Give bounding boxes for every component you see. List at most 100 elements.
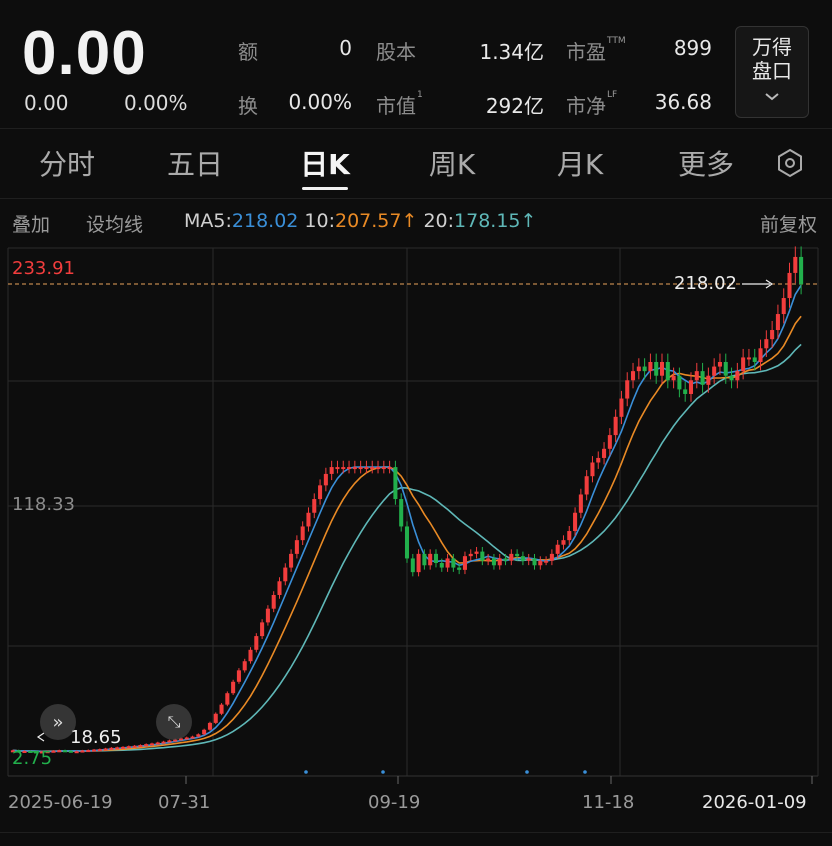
candle-body [555, 544, 560, 554]
candle-body [103, 748, 108, 751]
tab-more[interactable]: 更多 [677, 148, 734, 181]
candle-body [688, 380, 694, 394]
candle-body [242, 661, 247, 671]
candle-body [758, 348, 763, 363]
wande-orderbook-button[interactable]: 万得 盘口 [735, 26, 809, 118]
candle-body [63, 750, 68, 753]
candle-body [370, 467, 375, 470]
settings-icon[interactable] [773, 146, 807, 180]
candle-body [723, 362, 728, 376]
event-dot-0 [304, 770, 308, 774]
candle-body [526, 558, 531, 561]
candle-body [578, 494, 583, 513]
candle-body [254, 636, 259, 650]
candle-body [57, 750, 62, 753]
candle-body [793, 256, 798, 273]
active-tab-indicator [302, 187, 348, 190]
candle-body [283, 567, 288, 582]
candle-body [654, 362, 659, 376]
candle-body [16, 750, 21, 753]
market-cap-value: 292亿 [485, 94, 544, 118]
candle-body [335, 467, 340, 470]
last-price: 0.00 [22, 19, 147, 88]
candle-body [323, 473, 328, 486]
bottom-divider [0, 832, 832, 833]
candle-body [196, 734, 201, 737]
candle-body [219, 704, 224, 714]
candle-body [404, 526, 410, 559]
candle-body [544, 560, 549, 563]
candle-body [34, 751, 39, 754]
candle-body [573, 512, 578, 532]
amount-label: 额 [238, 40, 258, 64]
candle-body [642, 366, 647, 372]
candle-body [39, 751, 44, 754]
header-divider [0, 128, 832, 129]
market-cap-label: 市值1 [376, 90, 423, 118]
last-price-arrow-head [765, 279, 774, 289]
pb-ratio-label: 市净LF [566, 90, 618, 118]
tab-monthly-k[interactable]: 月K [556, 148, 604, 181]
candle-body [80, 750, 85, 753]
candle-body [341, 467, 346, 470]
adjustment-toggle[interactable]: 前复权 [760, 214, 818, 236]
candle-body [399, 499, 404, 527]
tab-intraday[interactable]: 分时 [38, 148, 95, 181]
tab-weekly-k[interactable]: 周K [428, 148, 476, 181]
low-price-arrow-head [36, 732, 45, 742]
candle-body [109, 747, 114, 750]
candle-body [381, 467, 386, 470]
candle-body [561, 540, 566, 545]
candle-body [97, 749, 102, 752]
candle-body [410, 558, 415, 573]
share-capital-value: 1.34亿 [479, 40, 544, 64]
candle-body [375, 467, 381, 470]
candle-body [433, 553, 439, 564]
ma20-line [12, 343, 802, 753]
candle-body [683, 389, 688, 394]
candle-body [92, 749, 97, 752]
pe-ratio-value: 899 [673, 36, 712, 60]
candle-body [729, 375, 734, 381]
candle-body [717, 362, 722, 367]
candle-body [86, 750, 91, 753]
chart-overlays [36, 279, 774, 742]
candle-body [677, 375, 682, 390]
candle-body [694, 371, 699, 381]
tab-five-day[interactable]: 五日 [166, 148, 223, 181]
candle-body [387, 467, 392, 470]
candle-body [312, 499, 317, 513]
candle-body [202, 729, 207, 735]
candle-body [636, 366, 641, 372]
candle-body [503, 558, 508, 561]
candle-body [781, 298, 786, 315]
candle-body [752, 357, 757, 363]
candle-body [712, 366, 717, 376]
candle-body [775, 314, 780, 331]
tab-daily-k[interactable]: 日K [300, 148, 350, 181]
candle-body [352, 467, 357, 470]
scroll-latest-icon[interactable]: » [40, 704, 76, 740]
candle-body [161, 741, 166, 744]
candles [10, 246, 804, 754]
x-label-3: 11-18 [582, 792, 635, 813]
candle-body [120, 746, 126, 749]
candle-body [596, 457, 601, 463]
share-capital-label: 股本 [376, 40, 416, 64]
candle-body [451, 558, 456, 568]
candle-body [549, 553, 554, 561]
ma20-value: 178.15↑ [454, 210, 537, 232]
ma-settings-button[interactable]: 设均线 [86, 214, 144, 236]
low-price-marker: 18.65 [70, 727, 122, 748]
expand-chart-icon[interactable]: ⤡ [156, 704, 192, 740]
overlay-button[interactable]: 叠加 [12, 214, 51, 236]
amount-value: 0 [339, 36, 352, 60]
candle-body [306, 512, 311, 527]
candle-body [746, 357, 751, 360]
ma-values: MA5:218.02 10:207.57↑ 20:178.15↑ [184, 210, 536, 232]
candle-body [416, 553, 421, 573]
candle-body [480, 551, 485, 561]
candlestick-chart[interactable] [0, 236, 832, 846]
candle-body [248, 649, 253, 662]
chevron-down-icon [765, 85, 779, 109]
